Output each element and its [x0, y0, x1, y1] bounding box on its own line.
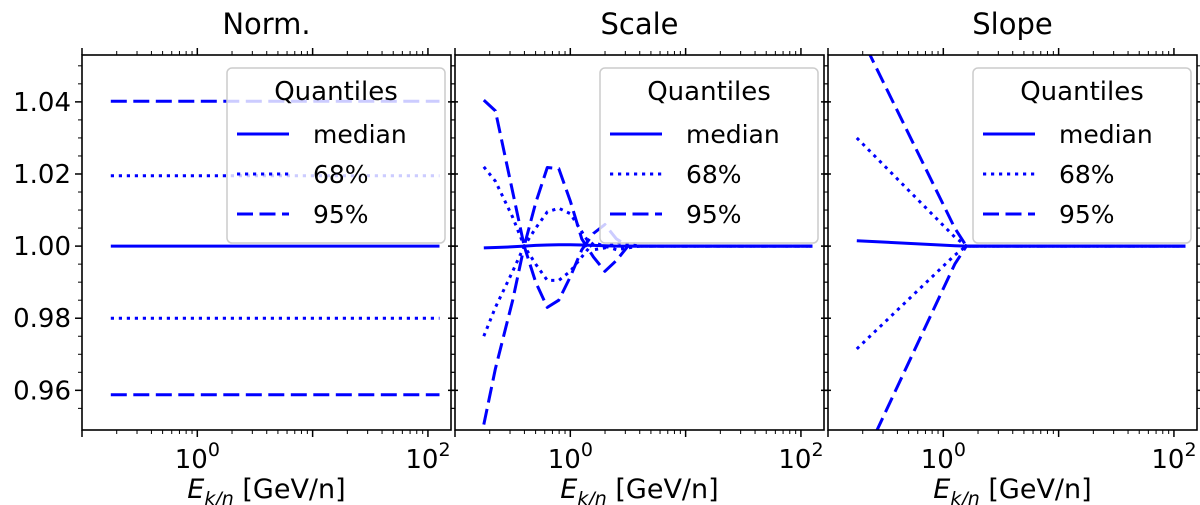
series-line-95-upper	[482, 99, 813, 273]
x-axis-label: Ek/n [GeV/n]	[933, 474, 1091, 505]
series-line-95-upper	[868, 55, 1186, 248]
y-tick-label: 0.98	[13, 304, 71, 334]
x-tick-label: 102	[405, 439, 450, 475]
series-line-68-lower	[482, 241, 813, 337]
x-tick-exponent: 2	[438, 439, 450, 461]
legend-box	[972, 67, 1192, 244]
legend-entry-label: 68%	[686, 160, 742, 189]
x-axis-label-subscript: k/n	[950, 488, 979, 505]
x-axis-label-symbol: E	[187, 474, 204, 505]
legend-entry-label: 95%	[313, 200, 369, 229]
x-axis-label-unit: [GeV/n]	[980, 474, 1092, 505]
legend-title: Quantiles	[647, 77, 771, 107]
x-axis-label-symbol: E	[933, 474, 950, 505]
legend-entry-label: 95%	[686, 200, 742, 229]
legend-entry-label: median	[686, 120, 780, 149]
y-tick-label: 1.00	[13, 232, 71, 262]
x-tick-base: 10	[548, 445, 581, 475]
chart-title: Scale	[600, 7, 678, 41]
chart-title: Slope	[972, 7, 1052, 41]
series-line-95-lower	[875, 244, 1186, 430]
legend-title: Quantiles	[1020, 77, 1144, 107]
x-tick-base: 10	[921, 445, 954, 475]
x-tick-label: 100	[548, 439, 593, 475]
legend-entry-label: median	[1059, 120, 1153, 149]
y-tick-label: 1.02	[13, 160, 71, 190]
x-tick-exponent: 2	[1184, 439, 1196, 461]
x-tick-base: 10	[1151, 445, 1184, 475]
series-group	[482, 99, 813, 425]
x-axis-label: Ek/n [GeV/n]	[187, 474, 345, 505]
x-tick-label: 102	[778, 439, 823, 475]
x-tick-label: 100	[921, 439, 966, 475]
x-axis-label-unit: [GeV/n]	[234, 474, 346, 505]
x-tick-exponent: 0	[954, 439, 966, 461]
x-axis-label: Ek/n [GeV/n]	[560, 474, 718, 505]
x-tick-exponent: 2	[811, 439, 823, 461]
x-tick-base: 10	[778, 445, 811, 475]
axes-frame	[827, 54, 1198, 431]
series-group	[855, 55, 1186, 430]
legend-entry-label: 68%	[313, 160, 369, 189]
legend: Quantiles median 68% 95%	[599, 67, 819, 244]
x-axis-label-subscript: k/n	[204, 488, 233, 505]
x-tick-base: 10	[175, 445, 208, 475]
legend-box	[599, 67, 819, 244]
y-tick-label: 0.96	[13, 376, 71, 406]
legend-entry-label: median	[313, 120, 407, 149]
x-tick-exponent: 0	[581, 439, 593, 461]
chart-title: Norm.	[222, 7, 310, 41]
axes-frame	[81, 54, 452, 431]
axes-frame	[454, 54, 825, 431]
series-line-95-lower	[482, 223, 813, 425]
legend-entry-label: 95%	[1059, 200, 1115, 229]
x-axis-label-unit: [GeV/n]	[607, 474, 719, 505]
legend: Quantiles median 68% 95%	[972, 67, 1192, 244]
legend: Quantiles median 68% 95%	[226, 67, 446, 244]
series-line-68-upper	[855, 136, 1186, 248]
x-tick-label: 100	[175, 439, 220, 475]
legend-box	[226, 67, 446, 244]
series-line-68-lower	[855, 244, 1186, 350]
x-axis-label-subscript: k/n	[577, 488, 606, 505]
legend-title: Quantiles	[274, 77, 398, 107]
x-tick-exponent: 0	[208, 439, 220, 461]
x-tick-base: 10	[405, 445, 438, 475]
x-axis-label-symbol: E	[560, 474, 577, 505]
y-tick-label: 1.04	[13, 88, 71, 118]
x-tick-label: 102	[1151, 439, 1196, 475]
legend-entry-label: 68%	[1059, 160, 1115, 189]
